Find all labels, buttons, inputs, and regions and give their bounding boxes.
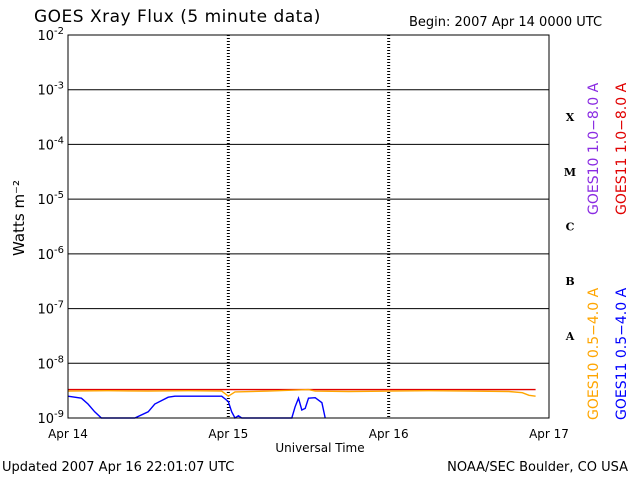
y-tick-label: 10-3: [37, 81, 64, 99]
plot-frame: [67, 34, 550, 419]
flare-class-labels: A B C M X: [564, 111, 576, 343]
flare-class-label: A: [565, 330, 575, 343]
x-tick-label: Apr 14: [48, 427, 88, 441]
x-tick-label: Apr 15: [208, 427, 248, 441]
x-tick-label: Apr 16: [369, 427, 409, 441]
legend-entry: GOES10 1.0−8.0 A: [586, 82, 602, 215]
chart-title: GOES Xray Flux (5 minute data): [34, 7, 321, 27]
updated-timestamp: Updated 2007 Apr 16 22:01:07 UTC: [2, 460, 235, 475]
y-tick-labels: 10-9 10-8 10-7 10-6 10-5 10-4 10-3 10-2: [37, 26, 64, 427]
legend-entry: GOES10 0.5−4.0 A: [586, 287, 602, 420]
grid: [68, 34, 549, 419]
y-tick-label: 10-2: [37, 26, 64, 44]
series-line: [67, 388, 536, 398]
y-tick-label: 10-7: [37, 300, 64, 318]
credit-label: NOAA/SEC Boulder, CO USA: [447, 460, 628, 475]
x-tick-label: Apr 17: [529, 427, 569, 441]
y-tick-label: 10-4: [37, 135, 64, 153]
y-tick-label: 10-9: [37, 409, 64, 427]
y-tick-label: 10-6: [37, 245, 64, 263]
series-line: [67, 395, 326, 420]
y-axis-label: Watts m⁻²: [10, 180, 28, 256]
flare-class-label: B: [565, 275, 574, 288]
begin-time-label: Begin: 2007 Apr 14 0000 UTC: [409, 15, 603, 30]
legend-entry: GOES11 0.5−4.0 A: [614, 287, 630, 420]
x-axis-label: Universal Time: [275, 441, 365, 455]
flare-class-label: X: [566, 111, 575, 124]
legend: GOES10 1.0−8.0 A GOES11 1.0−8.0 A GOES10 0…: [586, 82, 630, 420]
series-lines: [67, 388, 536, 420]
flare-class-label: C: [566, 221, 575, 234]
y-tick-label: 10-5: [37, 190, 64, 208]
y-tick-label: 10-8: [37, 354, 64, 372]
flare-class-label: M: [564, 166, 576, 179]
x-tick-labels: Apr 14 Apr 15 Apr 16 Apr 17: [48, 427, 569, 441]
legend-entry: GOES11 1.0−8.0 A: [614, 82, 630, 215]
